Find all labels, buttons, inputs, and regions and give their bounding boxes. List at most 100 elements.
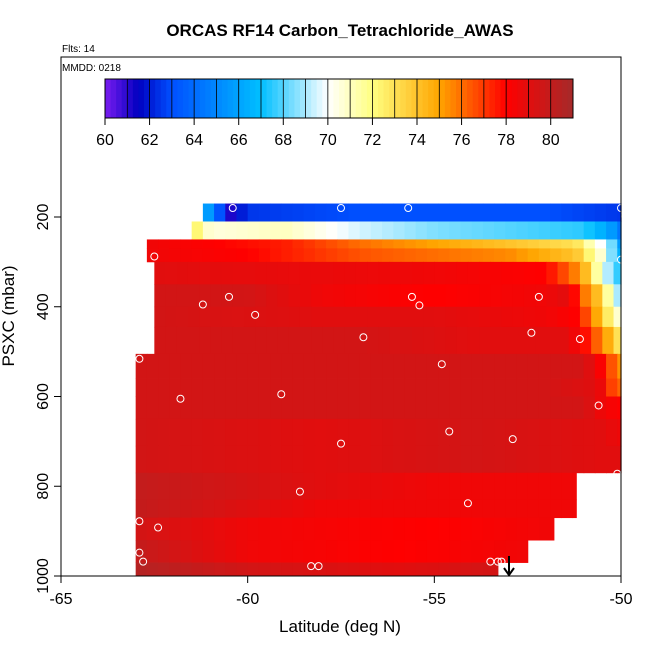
heatmap-cell-band-12 (393, 445, 406, 474)
heatmap-cell-band-16 (202, 540, 215, 563)
heatmap-cell-band-0 (583, 203, 596, 222)
heatmap-cell-band-3 (482, 248, 495, 263)
heatmap-cell-band-3 (146, 248, 159, 263)
heatmap-cell-band-3 (292, 248, 305, 263)
sample-point (337, 204, 345, 213)
sample-point (437, 360, 446, 369)
heatmap-cell-band-6 (243, 306, 256, 328)
colorbar-segment (283, 79, 290, 118)
heatmap-cell-band-1 (594, 221, 607, 240)
heatmap-cell-band-11 (337, 418, 350, 447)
heatmap-cell-band-13 (270, 472, 282, 501)
heatmap-cell-band-10 (494, 396, 506, 420)
colorbar-segment (350, 79, 357, 118)
heatmap-cell-band-4 (602, 261, 615, 285)
heatmap-cell-band-5 (311, 284, 323, 308)
heatmap-cell-band-2 (583, 239, 596, 249)
heatmap-cell-band-12 (370, 445, 383, 474)
heatmap-cell-band-17 (404, 562, 417, 577)
heatmap-cell-band-5 (322, 284, 335, 308)
heatmap-cell-band-9 (236, 378, 249, 397)
heatmap-cell-band-13 (281, 472, 294, 501)
colorbar-tick-label: 78 (497, 132, 515, 149)
heatmap-cell-band-5 (255, 284, 267, 308)
heatmap-cell-band-15 (382, 517, 394, 541)
heatmap-cell-band-7 (591, 326, 603, 355)
heatmap-cell-band-6 (456, 306, 469, 328)
colorbar-segment (344, 79, 351, 118)
heatmap-cell-band-6 (367, 306, 379, 328)
sample-point (176, 394, 185, 403)
colorbar-segment (472, 79, 479, 118)
heatmap-cell-band-13 (146, 472, 159, 501)
heatmap-cell-band-5 (176, 284, 189, 308)
heatmap-cell-band-2 (292, 239, 305, 249)
heatmap-cell-band-2 (415, 239, 428, 249)
heatmap-cell-band-9 (382, 378, 394, 397)
heatmap-cell-band-16 (191, 540, 204, 563)
heatmap-cell-band-8 (426, 353, 439, 379)
heatmap-cell-band-1 (471, 221, 484, 240)
heatmap-cell-band-5 (591, 284, 603, 308)
heatmap-cell-band-9 (393, 378, 406, 397)
heatmap-cell-band-11 (359, 418, 372, 447)
sample-point (178, 204, 187, 213)
heatmap-cell-band-14 (449, 499, 462, 519)
colorbar-segment (372, 79, 379, 118)
heatmap-cell-band-6 (445, 306, 458, 328)
heatmap-cell-band-14 (460, 499, 473, 519)
heatmap-cell-band-9 (348, 378, 361, 397)
heatmap-cell-band-4 (591, 261, 603, 285)
heatmap-cell-band-13 (258, 472, 271, 501)
heatmap-cell-band-6 (232, 306, 245, 328)
heatmap-cell-band-2 (370, 239, 383, 249)
heatmap-cell-band-3 (550, 248, 562, 263)
heatmap-cell-band-11 (247, 418, 260, 447)
heatmap-cell-band-11 (617, 418, 622, 447)
heatmap-cell-band-15 (236, 517, 249, 541)
heatmap-cell-band-4 (400, 261, 413, 285)
heatmap-cell-band-15 (214, 517, 226, 541)
colorbar-tick-label: 64 (185, 132, 203, 149)
heatmap-cell-band-11 (415, 418, 428, 447)
heatmap-cell-band-15 (158, 517, 170, 541)
colorbar-segment (132, 79, 139, 118)
heatmap-cell-band-1 (527, 221, 540, 240)
heatmap-cell-band-7 (467, 326, 480, 355)
heatmap-cell-band-8 (169, 353, 182, 379)
heatmap-cell-band-5 (389, 284, 402, 308)
heatmap-cell-band-6 (479, 306, 491, 328)
heatmap-cell-band-16 (382, 540, 394, 563)
heatmap-cell-band-7 (243, 326, 256, 355)
heatmap-cell-band-6 (546, 306, 559, 328)
colorbar-segment (311, 79, 318, 118)
sample-point (251, 310, 260, 319)
heatmap-cell-band-4 (187, 261, 200, 285)
y-tick-label: 1000 (35, 558, 52, 594)
heatmap-cell-band-11 (202, 418, 215, 447)
heatmap-cell-band-12 (236, 445, 249, 474)
colorbar-segment (355, 79, 362, 118)
heatmap-cell-band-10 (191, 396, 204, 420)
heatmap-cell-band-17 (393, 562, 406, 577)
heatmap-cell-band-12 (270, 445, 282, 474)
heatmap-cell-band-6 (255, 306, 267, 328)
heatmap-cell-band-3 (538, 248, 551, 263)
sample-point (527, 328, 536, 337)
sample-point (150, 252, 159, 261)
heatmap-cell-band-3 (449, 248, 462, 263)
heatmap-cell-band-7 (535, 326, 547, 355)
colorbar-segment (166, 79, 173, 118)
heatmap-cell-band-6 (535, 306, 547, 328)
y-tick-label: 600 (35, 383, 52, 410)
heatmap-cell-band-10 (606, 396, 618, 420)
heatmap-cell-band-2 (404, 239, 417, 249)
heatmap-cell-band-17 (337, 562, 350, 577)
heatmap-cell-band-16 (314, 540, 327, 563)
heatmap-cell-band-9 (370, 378, 383, 397)
heatmap-cell-band-11 (314, 418, 327, 447)
heatmap-cell-band-11 (449, 418, 462, 447)
heatmap-cell-band-5 (613, 284, 622, 308)
heatmap-cell-band-17 (202, 562, 215, 577)
heatmap-cell-band-3 (236, 248, 249, 263)
